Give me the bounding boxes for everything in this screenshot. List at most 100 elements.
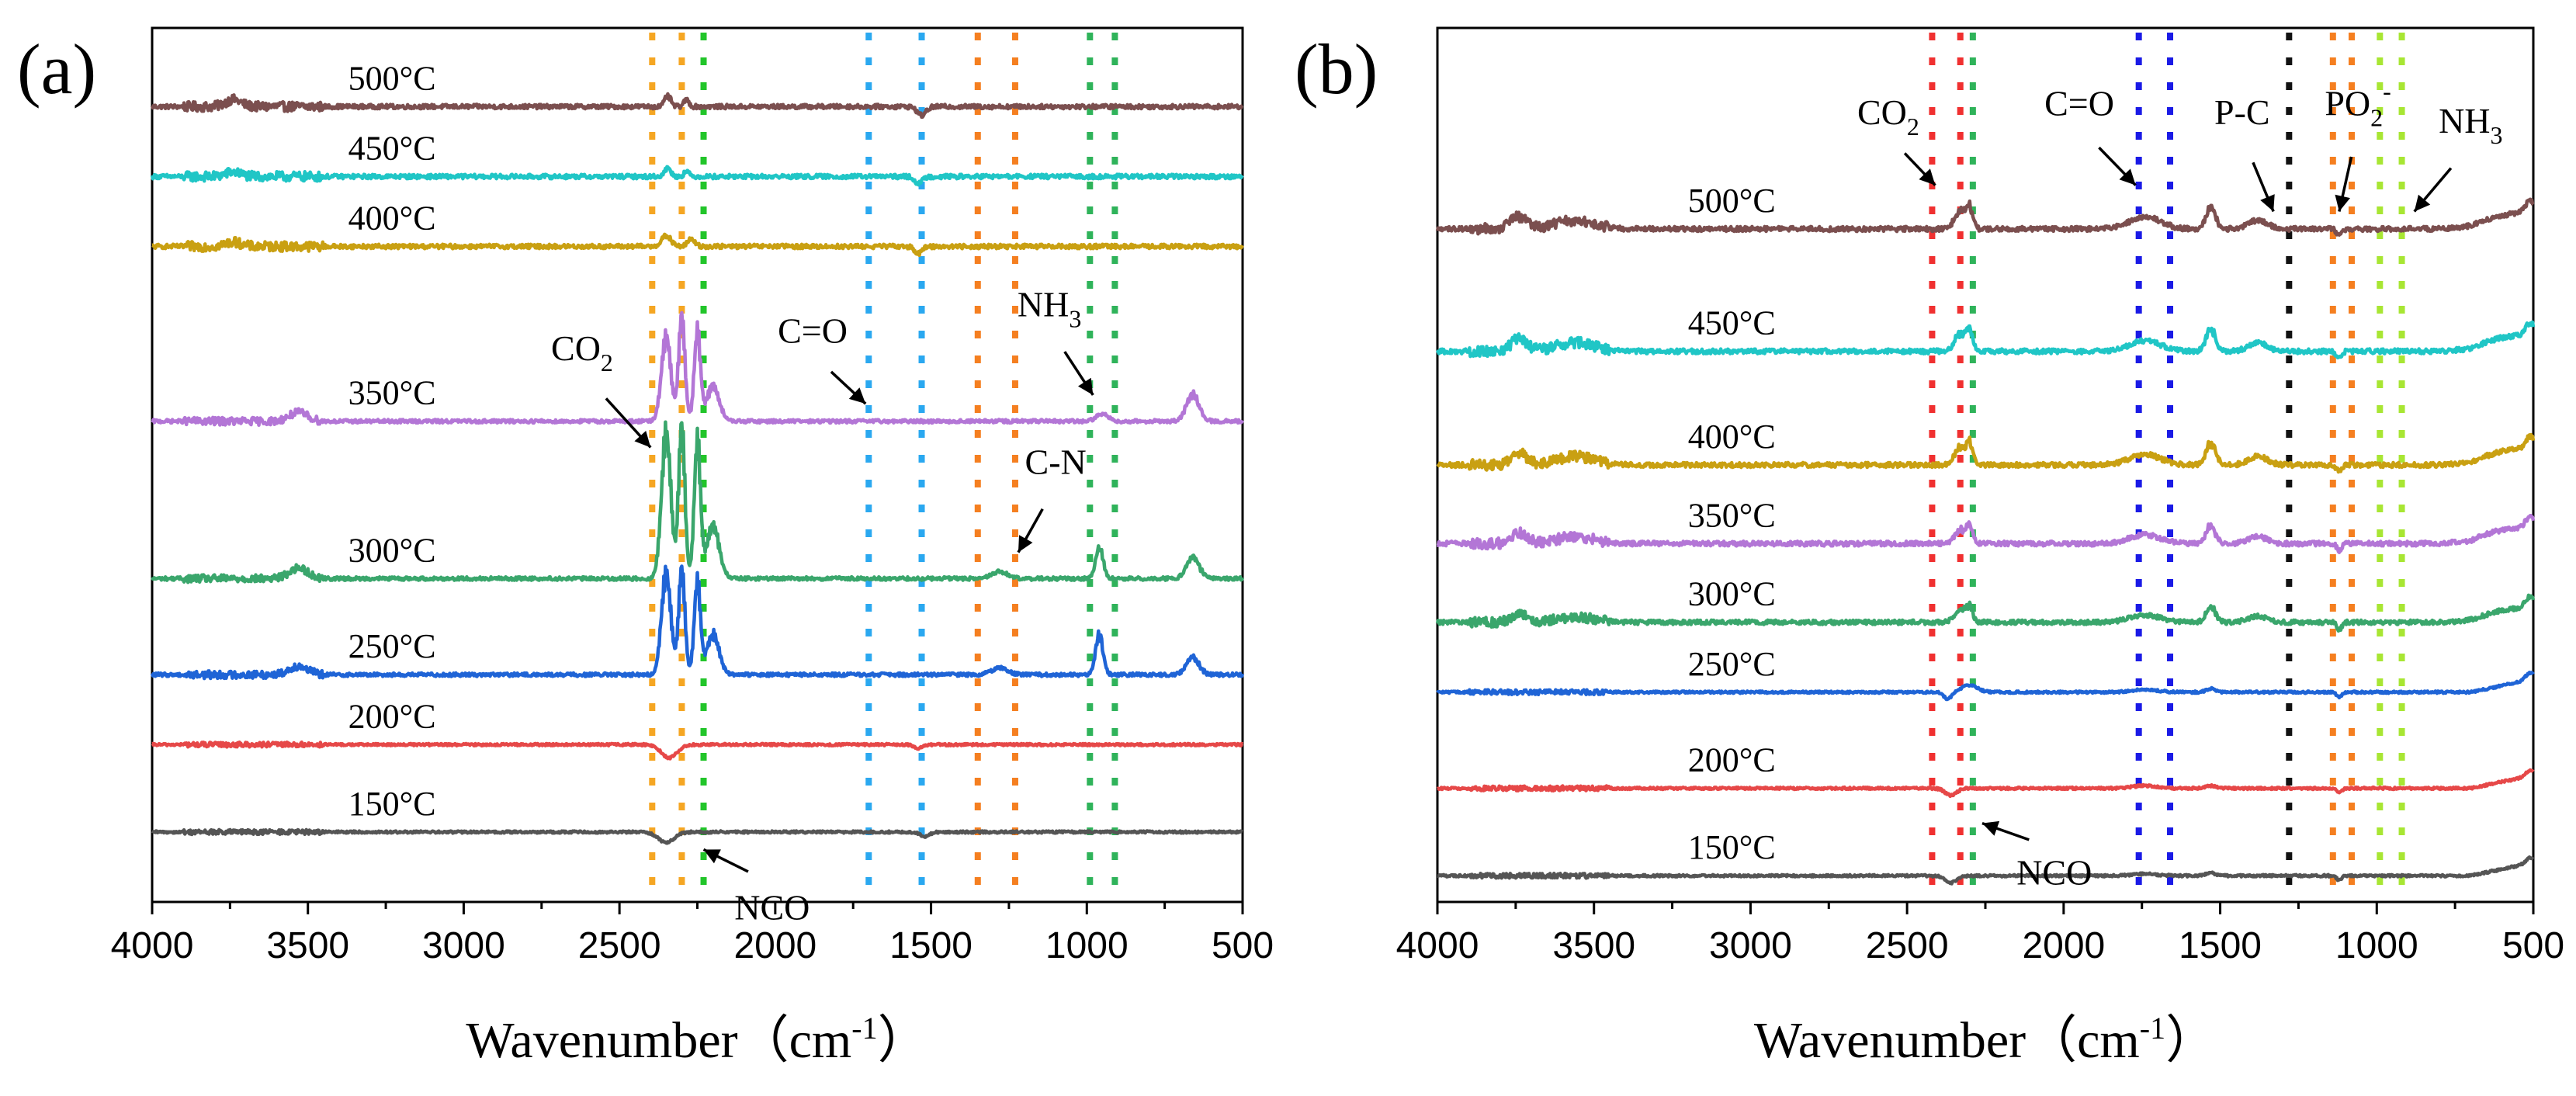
x-axis-title: Wavenumber（cm-1）: [466, 1011, 928, 1069]
series-label: 350°C: [1688, 496, 1776, 534]
x-tick-label: 1500: [2179, 925, 2262, 966]
annotation-arrowhead: [1981, 820, 2000, 836]
annotation-arrowhead: [2335, 194, 2350, 212]
annotation-nco: NCO: [734, 888, 810, 928]
spectrum-line: [151, 827, 1244, 845]
x-tick-label: 1500: [889, 925, 973, 966]
annotation-text: CO: [1857, 92, 1907, 132]
series-label: 150°C: [348, 785, 436, 823]
annotation-c-n: C-N: [1025, 442, 1087, 481]
x-tick-label: 500: [2502, 925, 2564, 966]
spectrum-line: [1436, 671, 2535, 702]
x-axis-title: Wavenumber（cm-1）: [1754, 1011, 2217, 1069]
spectrum-line: [150, 165, 1244, 187]
annotation-c-o: C=O: [778, 310, 848, 350]
annotation-sub: 2: [1907, 113, 1919, 140]
annotation-text: CO: [551, 328, 601, 368]
annotation-arrowhead: [1077, 377, 1094, 395]
x-tick-label: 500: [1212, 925, 1274, 966]
annotation-sub: 2: [2370, 104, 2383, 132]
x-tick-label: 3500: [1552, 925, 1635, 966]
spectrum-line: [1435, 197, 2535, 237]
spectrum-line: [1435, 320, 2536, 359]
annotation-sub: 2: [601, 349, 613, 376]
annotation-arrowhead: [848, 387, 866, 404]
panel-b: (b) 4000 3500 3000 2500 2000 1500 1000 500 Wavenu…: [1295, 26, 2564, 1069]
spectrum-line: [150, 564, 1245, 681]
annotation-arrowhead: [2414, 194, 2431, 212]
annotation-text: PO: [2325, 84, 2370, 123]
annotation-text: C=O: [778, 310, 848, 350]
x-axis-title-text: Wavenumber: [1754, 1012, 2026, 1069]
series-label: 400°C: [348, 199, 436, 238]
annotation-text: P-C: [2214, 92, 2270, 132]
x-tick-label: 4000: [111, 925, 194, 966]
x-tick-label: 1000: [2335, 925, 2418, 966]
annotation-arrowhead: [1018, 535, 1033, 553]
series-label: 350°C: [348, 374, 436, 412]
spectrum-line: [150, 420, 1245, 584]
annotation-text: NH: [1018, 285, 1069, 324]
x-axis-title-text: Wavenumber: [466, 1012, 737, 1069]
annotation-sup: -: [2383, 78, 2391, 106]
series-label: 500°C: [1688, 182, 1776, 220]
annotation-nh3: NH3: [2439, 101, 2502, 149]
annotation-text: C=O: [2044, 84, 2114, 123]
series-label: 500°C: [348, 59, 436, 97]
annotation-text: C-N: [1025, 442, 1087, 481]
x-tick-label: 2000: [2022, 925, 2105, 966]
spectrum-line: [1436, 432, 2536, 474]
spectrum-line: [1436, 855, 2535, 886]
spectrum-line: [1436, 768, 2535, 799]
x-tick-label: 4000: [1396, 925, 1479, 966]
x-axis-unit-close: ）: [2165, 1012, 2217, 1069]
annotation-arrowhead: [634, 430, 651, 448]
panel-a: (a) 4000 3500 3000 2500 2000 1500 1000 500 Wavenu…: [17, 26, 1274, 1069]
series-label: 450°C: [348, 129, 436, 167]
series-label: 300°C: [348, 531, 436, 569]
annotation-sub: 3: [1069, 305, 1081, 333]
x-axis-unit: （cm: [2026, 1012, 2140, 1069]
series-label: 300°C: [1688, 575, 1776, 613]
x-tick-label: 3000: [422, 925, 505, 966]
series-label: 250°C: [348, 627, 436, 665]
panel-label: (b): [1295, 29, 1378, 109]
spectrum-line: [150, 92, 1244, 120]
annotation-sub: 3: [2491, 121, 2503, 149]
annotation-nh3: NH3: [1018, 285, 1081, 333]
annotation-text: NCO: [734, 888, 810, 928]
x-tick-label: 3500: [266, 925, 349, 966]
series-label: 450°C: [1688, 304, 1776, 342]
series-label: 250°C: [1688, 645, 1776, 683]
annotation-text: NH: [2439, 101, 2490, 140]
spectrum-line: [1435, 593, 2536, 633]
x-tick-label: 3000: [1709, 925, 1792, 966]
x-tick-label: 2000: [733, 925, 816, 966]
spectrum-line: [151, 310, 1244, 427]
spectrum-line: [1436, 514, 2536, 554]
annotation-nco: NCO: [2016, 852, 2092, 892]
spectrum-line: [151, 232, 1244, 258]
x-axis-unit-close: ）: [878, 1012, 929, 1069]
annotation-po2: PO2-: [2325, 78, 2391, 132]
series-label: 200°C: [348, 697, 436, 735]
annotation-arrowhead: [703, 849, 721, 864]
annotation-p-c: P-C: [2214, 92, 2270, 132]
x-tick-label: 1000: [1045, 925, 1129, 966]
annotation-c-o: C=O: [2044, 84, 2114, 123]
x-axis-unit-sup: -1: [2140, 1011, 2165, 1046]
x-tick-label: 2500: [1866, 925, 1949, 966]
annotation-arrowhead: [1919, 168, 1936, 186]
annotation-arrowhead: [2119, 168, 2136, 186]
annotation-co2: CO2: [1857, 92, 1919, 140]
x-axis-unit: （cm: [738, 1012, 852, 1069]
annotation-text: NCO: [2016, 852, 2092, 892]
x-axis-unit-sup: -1: [851, 1011, 877, 1046]
series-label: 150°C: [1688, 828, 1776, 866]
spectrum-line: [151, 740, 1244, 761]
series-label: 200°C: [1688, 741, 1776, 779]
annotation-co2: CO2: [551, 328, 613, 376]
series-label: 400°C: [1688, 418, 1776, 456]
x-tick-label: 2500: [578, 925, 661, 966]
